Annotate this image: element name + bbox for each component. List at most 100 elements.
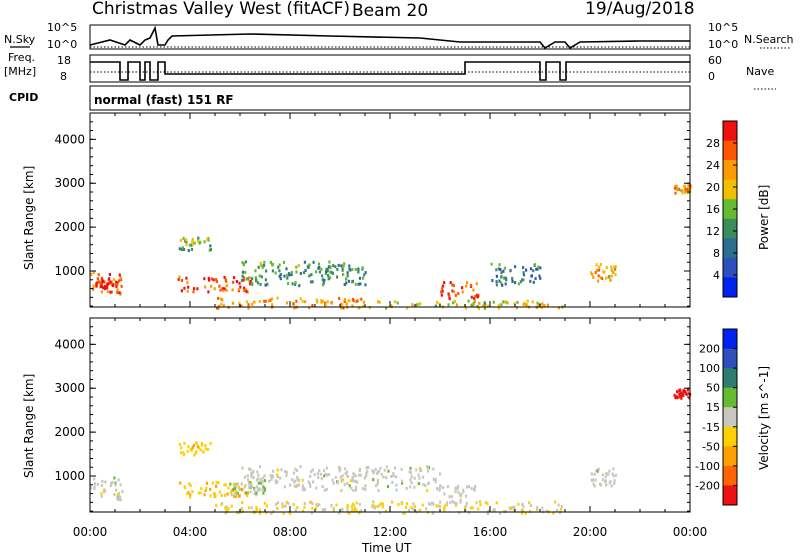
data-cell [341, 303, 344, 307]
data-cell [299, 271, 302, 275]
data-cell [249, 468, 252, 472]
data-cell [208, 248, 211, 252]
data-cell [294, 281, 297, 284]
data-cell [288, 511, 291, 515]
data-cell [678, 388, 681, 392]
data-cell [190, 448, 193, 452]
data-cell [356, 480, 359, 484]
data-cell [673, 393, 676, 397]
data-cell [297, 483, 301, 487]
data-cell [475, 501, 478, 505]
data-cell [296, 506, 299, 510]
data-cell [208, 278, 211, 282]
data-cell [95, 282, 98, 286]
data-cell [533, 263, 536, 267]
data-cell [303, 487, 306, 491]
data-cell [497, 306, 501, 310]
data-cell [303, 271, 306, 275]
data-cell [497, 303, 501, 307]
data-cell [217, 481, 220, 485]
colorbar-tick-label: 28 [706, 137, 720, 150]
data-cell [457, 292, 460, 296]
data-cell [344, 472, 347, 476]
data-cell [290, 270, 293, 274]
data-cell [524, 511, 527, 515]
data-cell [536, 267, 539, 271]
data-cell [502, 269, 505, 273]
y-tick-label: 1000 [54, 264, 85, 278]
data-cell [531, 300, 534, 304]
data-cell [545, 509, 549, 513]
velocity-ylabel: Slant Range [km] [22, 374, 36, 478]
data-cell [309, 280, 313, 284]
data-cell [427, 469, 430, 473]
data-cell [528, 501, 531, 505]
data-cell [310, 470, 313, 473]
data-cell [116, 493, 119, 497]
data-cell [224, 278, 227, 282]
data-cell [688, 187, 691, 191]
data-cell [612, 474, 615, 478]
data-cell [302, 484, 305, 488]
data-cell [248, 486, 251, 490]
data-cell [203, 277, 206, 281]
data-cell [354, 267, 357, 271]
data-cell [395, 475, 398, 479]
data-cell [351, 508, 354, 512]
data-cell [225, 505, 228, 509]
data-cell [688, 396, 691, 400]
data-cell [352, 479, 355, 483]
data-cell [221, 298, 224, 302]
data-cell [483, 302, 487, 306]
x-tick-label: 12:00 [373, 525, 408, 539]
data-cell [338, 296, 341, 300]
data-cell [508, 506, 511, 510]
data-cell [311, 502, 314, 505]
data-cell [448, 297, 451, 301]
data-cell [334, 265, 337, 269]
data-cell [207, 290, 210, 294]
data-cell [269, 298, 272, 302]
data-cell [486, 502, 489, 506]
data-cell [348, 264, 351, 268]
data-cell [254, 276, 257, 280]
data-cell [342, 478, 345, 482]
data-cell [346, 505, 349, 509]
data-cell [249, 486, 252, 490]
data-cell [513, 505, 516, 509]
data-cell [270, 512, 273, 515]
data-cell [684, 188, 687, 191]
data-cell [244, 491, 247, 495]
data-cell [351, 268, 354, 271]
data-cell [614, 265, 617, 268]
data-cell [180, 289, 183, 293]
x-tick-label: 00:00 [673, 525, 708, 539]
data-cell [441, 284, 444, 288]
data-cell [401, 481, 404, 485]
data-cell [271, 303, 274, 307]
data-cell [456, 486, 459, 490]
data-cell [186, 289, 189, 293]
data-cell [346, 274, 349, 278]
data-cell [343, 298, 347, 302]
data-cell [552, 511, 555, 515]
data-cell [120, 278, 123, 282]
data-cell [345, 277, 348, 281]
data-cell [613, 479, 616, 483]
nave-tick-top: 60 [708, 54, 722, 67]
data-cell [226, 492, 229, 496]
data-cell [244, 260, 247, 264]
data-cell [482, 304, 485, 308]
data-cell [379, 502, 383, 506]
data-cell [232, 280, 235, 284]
data-cell [426, 489, 429, 493]
data-cell [225, 284, 228, 288]
data-cell [615, 473, 618, 477]
data-cell [315, 270, 318, 274]
data-cell [329, 270, 332, 274]
data-cell [250, 484, 254, 488]
data-cell [283, 274, 286, 278]
data-cell [354, 479, 357, 483]
data-cell [100, 290, 103, 294]
data-cell [344, 467, 347, 471]
